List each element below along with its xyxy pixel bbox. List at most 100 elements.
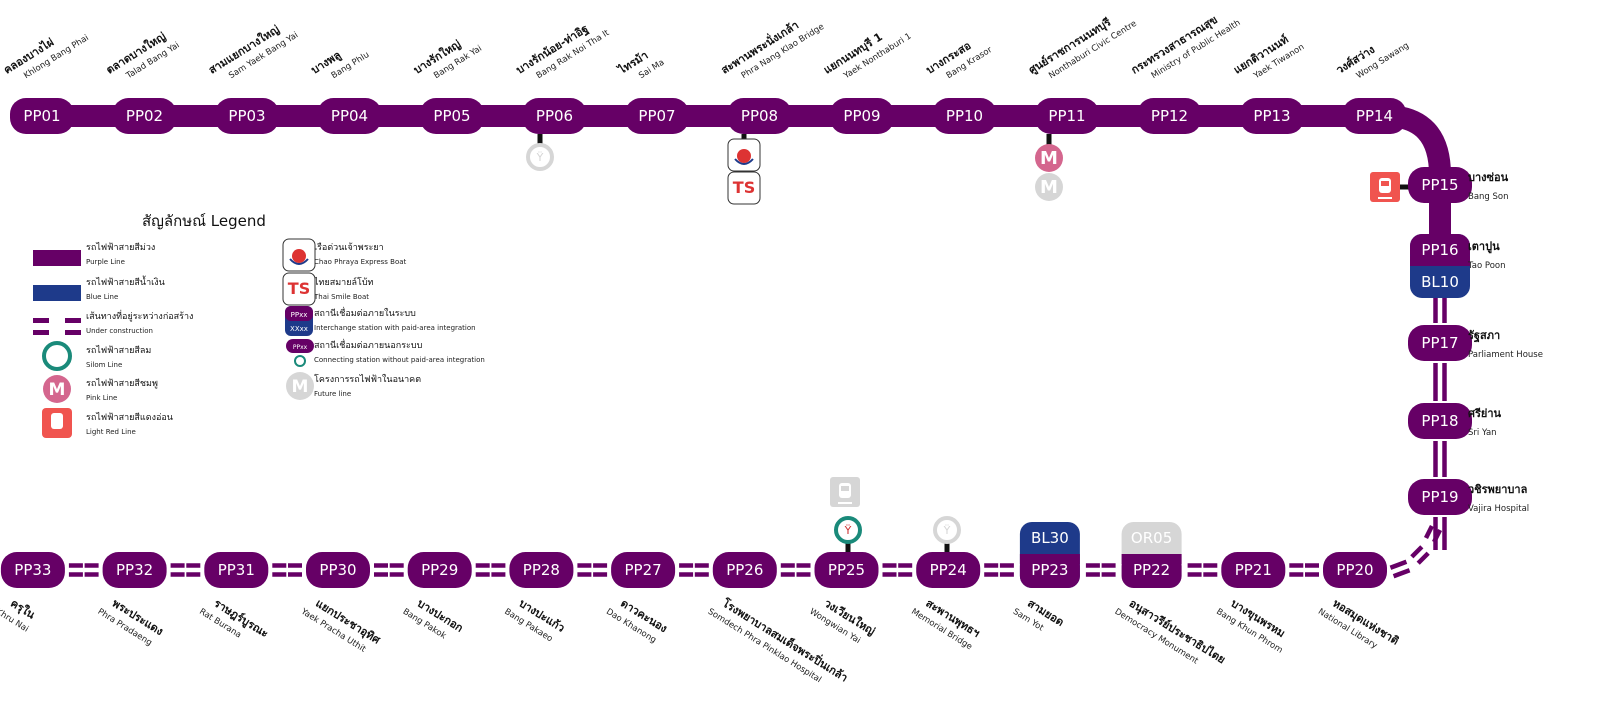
under-construction-track bbox=[84, 563, 99, 577]
legend-label-th: โครงการรถไฟฟ้าในอนาคต bbox=[314, 374, 421, 385]
construction-rail bbox=[1389, 559, 1408, 570]
station-pill bbox=[1035, 98, 1099, 134]
station-pp13[interactable]: PP13 แยกติวานนท์Yaek Tiwanon bbox=[1231, 28, 1306, 134]
under-construction-track bbox=[1085, 563, 1100, 577]
legend: สัญลักษณ์ Legend รถไฟฟ้าสายสีม่วง Purple L… bbox=[33, 212, 485, 438]
under-construction-track bbox=[68, 563, 83, 577]
station-pill bbox=[0, 552, 65, 588]
construction-dash bbox=[65, 330, 81, 335]
station-code: PP06 bbox=[536, 107, 573, 125]
station-code: PP13 bbox=[1253, 107, 1290, 125]
legend-label-en: Light Red Line bbox=[86, 428, 136, 436]
station-pp15[interactable]: PP15 บางซ่อน Bang Son bbox=[1408, 167, 1509, 203]
station-pill bbox=[712, 552, 777, 588]
station-pp25[interactable]: PP25 วงเวียนใหญ่Wongwian Yai bbox=[808, 552, 879, 650]
station-pp18[interactable]: PP18 ศรีย่าน Sri Yan bbox=[1408, 403, 1502, 439]
station-code: PP24 bbox=[930, 561, 967, 579]
station-label: ศูนย์ราชการนนทบุรีNonthaburi Civic Centr… bbox=[1026, 16, 1138, 82]
station-code: PP25 bbox=[828, 561, 865, 579]
legend-label-en: Pink Line bbox=[86, 394, 117, 402]
under-construction-track bbox=[593, 563, 608, 577]
station-name-th: เตาปูน bbox=[1468, 240, 1500, 254]
station-pp04[interactable]: PP04 บางพลูBang Phlu bbox=[309, 36, 382, 134]
under-construction-track bbox=[170, 563, 185, 577]
station-code: PP21 bbox=[1235, 561, 1272, 579]
station-name-th: รัฐสภา bbox=[1468, 329, 1500, 343]
construction-rail-segment bbox=[1423, 524, 1443, 544]
m-glyph: M bbox=[1040, 148, 1058, 169]
legend-label-th: รถไฟฟ้าสายสีม่วง bbox=[86, 242, 155, 253]
station-code: PP10 bbox=[946, 107, 983, 125]
station-pp16[interactable]: BL10 PP16 เตาปูน Tao Poon bbox=[1410, 234, 1506, 298]
construction-rail-segment bbox=[1389, 559, 1411, 579]
station-pill bbox=[204, 552, 269, 588]
pink-line-icon: M bbox=[43, 375, 71, 403]
under-construction-track bbox=[984, 563, 999, 577]
station-code: PP03 bbox=[228, 107, 265, 125]
station-code: PP16 bbox=[1421, 241, 1458, 259]
m-glyph: M bbox=[49, 380, 66, 400]
station-pp02[interactable]: PP02 ตลาดบางใหญ่Talad Bang Yai bbox=[103, 25, 182, 134]
ring bbox=[834, 516, 862, 544]
station-pill bbox=[407, 552, 472, 588]
station-pill bbox=[1342, 98, 1407, 134]
pill-fill bbox=[1410, 256, 1470, 266]
station-pp20[interactable]: PP20 หอสมุดแห่งชาติNational Library bbox=[1316, 552, 1401, 659]
thai-smile-boat-icon: TS bbox=[282, 272, 316, 306]
interchange-code: OR05 bbox=[1131, 529, 1172, 547]
light-red-future-icon bbox=[830, 477, 860, 507]
station-pill bbox=[317, 98, 382, 134]
station-code: PP09 bbox=[843, 107, 880, 125]
interchange-icon: PPxx XXxx bbox=[285, 306, 313, 336]
station-pp17[interactable]: PP17 รัฐสภา Parliament House bbox=[1408, 325, 1543, 361]
light-red-line-icon bbox=[1370, 172, 1400, 202]
station-code: PP31 bbox=[218, 561, 255, 579]
legend-label-th: รถไฟฟ้าสายสีน้ำเงิน bbox=[86, 275, 165, 288]
station-pp05[interactable]: PP05 บางรักใหญ่Bang Rak Yai bbox=[411, 28, 484, 134]
station-pp19[interactable]: PP19 วชิรพยาบาล Vajira Hospital bbox=[1408, 479, 1529, 515]
construction-dash bbox=[33, 330, 49, 335]
station-pill bbox=[727, 98, 792, 134]
station-pill bbox=[215, 98, 279, 134]
under-construction-track bbox=[577, 563, 592, 577]
legend-label-th: เส้นทางที่อยู่ระหว่างก่อสร้าง bbox=[86, 309, 193, 322]
station-code: PP18 bbox=[1421, 412, 1458, 430]
under-construction-track bbox=[780, 563, 795, 577]
ring bbox=[933, 516, 961, 544]
station-label: วงเวียนใหญ่Wongwian Yai bbox=[808, 596, 878, 646]
ts-logo: TS bbox=[733, 178, 755, 197]
station-name-th: ศรีย่าน bbox=[1468, 407, 1502, 420]
under-construction-track bbox=[1433, 363, 1447, 401]
silom-line-icon bbox=[42, 341, 72, 371]
station-pill bbox=[814, 552, 879, 588]
station-code: PP26 bbox=[726, 561, 763, 579]
boat-frame bbox=[282, 272, 316, 306]
connecting-icon: PPxx bbox=[286, 339, 314, 367]
ring bbox=[526, 143, 554, 171]
anchor-arc bbox=[734, 158, 754, 165]
under-construction-track bbox=[999, 563, 1014, 577]
under-construction-track bbox=[475, 563, 490, 577]
under-construction-track bbox=[694, 563, 709, 577]
station-label: ตลาดบางใหญ่Talad Bang Yai bbox=[103, 29, 181, 82]
station-label: สามแยกบางใหญ่Sam Yaek Bang Yai bbox=[206, 22, 300, 81]
